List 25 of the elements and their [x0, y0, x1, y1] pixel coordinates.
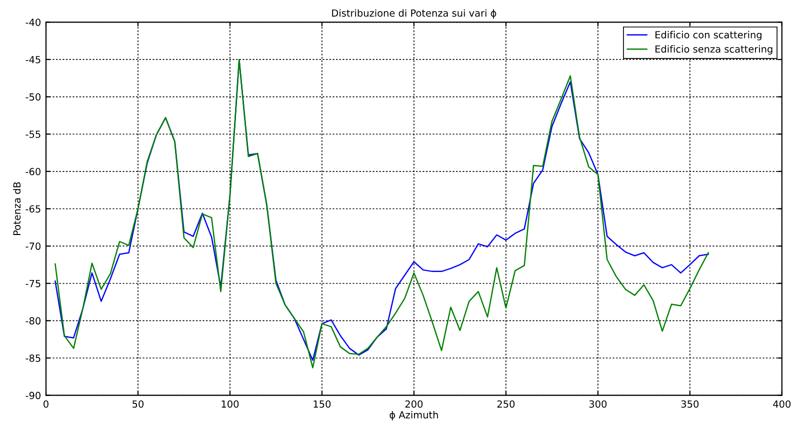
y-axis-title: Potenza dB: [13, 182, 21, 235]
y-tick-label: -85: [26, 354, 40, 362]
y-tick-label: -70: [26, 242, 40, 250]
x-tick-label: 50: [132, 400, 144, 408]
y-tick-label: -50: [26, 93, 40, 101]
legend-label: Edificio con scattering: [656, 30, 762, 40]
x-axis-title: ϕ Azimuth: [390, 410, 438, 420]
x-tick-label: 200: [405, 400, 423, 408]
y-tick-label: -55: [26, 130, 40, 138]
x-tick-label: 300: [589, 400, 607, 408]
y-tick-label: -40: [26, 18, 40, 26]
y-tick-label: -60: [26, 168, 40, 176]
y-tick-label: -45: [26, 56, 40, 64]
x-tick-label: 150: [314, 400, 331, 408]
legend-label: Edificio senza scattering: [656, 45, 772, 55]
chart-title: Distribuzione di Potenza sui vari ϕ: [332, 9, 496, 19]
x-tick-label: 100: [222, 400, 239, 408]
y-tick-label: -75: [26, 280, 40, 288]
y-tick-label: -80: [26, 317, 40, 325]
x-tick-label: 0: [44, 400, 48, 408]
x-tick-label: 400: [773, 400, 791, 408]
x-tick-label: 350: [681, 400, 699, 408]
x-tick-label: 250: [497, 400, 515, 408]
y-tick-label: -65: [26, 205, 40, 213]
y-tick-label: -90: [26, 392, 40, 400]
